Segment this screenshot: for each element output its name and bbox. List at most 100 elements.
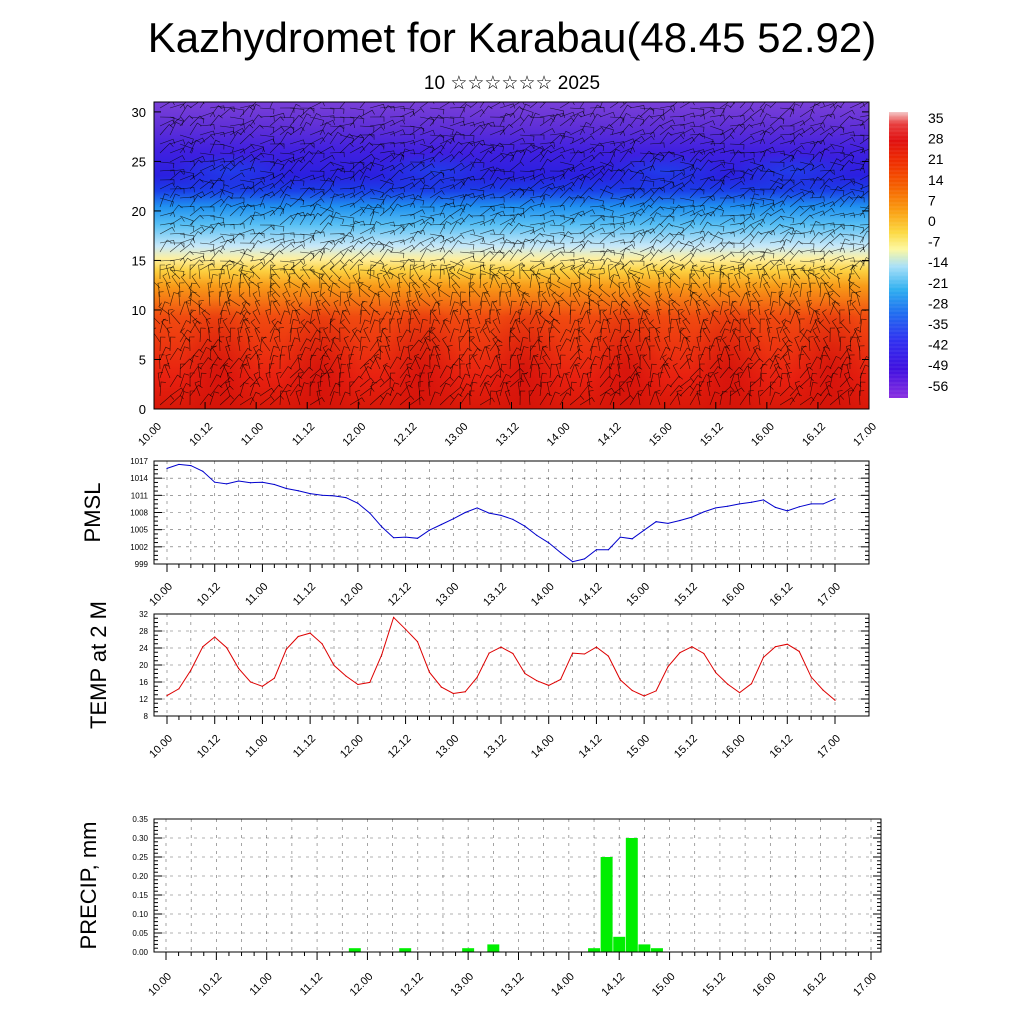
wind-barb bbox=[839, 309, 845, 325]
wind-barb bbox=[606, 318, 612, 334]
wind-barb bbox=[406, 291, 412, 307]
wind-barb bbox=[359, 167, 372, 181]
pmsl-x-tick-label-0: 10.00 bbox=[147, 581, 175, 609]
wind-barb bbox=[429, 144, 445, 154]
wind-barb bbox=[519, 107, 534, 118]
wind-barb bbox=[469, 102, 485, 109]
wind-barb bbox=[609, 215, 625, 223]
wind-barb bbox=[290, 264, 301, 280]
wind-barb bbox=[729, 180, 745, 190]
wind-barb bbox=[699, 151, 714, 163]
wind-barb bbox=[505, 380, 511, 397]
wind-barb bbox=[439, 125, 454, 135]
wind-barb bbox=[782, 327, 791, 343]
wind-barb bbox=[226, 290, 232, 307]
wind-barb bbox=[497, 345, 503, 361]
wind-barb bbox=[379, 364, 391, 379]
wind-barb bbox=[449, 260, 464, 271]
wind-barb bbox=[599, 125, 614, 135]
wind-barb bbox=[539, 372, 548, 388]
wind-barb bbox=[484, 380, 491, 397]
wind-barb bbox=[529, 214, 545, 221]
wind-barb bbox=[242, 363, 251, 379]
wind-barb bbox=[359, 133, 374, 145]
wind-barb bbox=[329, 161, 344, 172]
wind-barb bbox=[165, 353, 171, 370]
wind-barb bbox=[479, 269, 494, 280]
wind-barb bbox=[248, 275, 261, 289]
wind-barb bbox=[759, 363, 768, 379]
wind-barb bbox=[859, 158, 869, 172]
wind-barb bbox=[519, 363, 525, 379]
wind-barb bbox=[349, 346, 359, 361]
wind-barb bbox=[559, 392, 572, 406]
precip-y-tick-label-1: 0.05 bbox=[132, 929, 148, 938]
wind-barb bbox=[343, 299, 351, 316]
wind-barb bbox=[489, 374, 502, 388]
wind-barb bbox=[813, 336, 821, 352]
wind-barb bbox=[299, 338, 312, 352]
wind-barb bbox=[730, 283, 741, 298]
wind-barb bbox=[499, 177, 513, 190]
pmsl-point bbox=[440, 523, 442, 526]
wind-barb bbox=[359, 236, 376, 244]
temp-point bbox=[464, 691, 466, 693]
wind-barb bbox=[618, 282, 624, 298]
wind-barb bbox=[225, 344, 231, 361]
precip-bar-0 bbox=[348, 948, 361, 952]
wind-barb bbox=[779, 133, 795, 139]
wind-barb bbox=[659, 105, 675, 111]
wind-barb bbox=[728, 291, 734, 307]
wind-barb bbox=[299, 382, 309, 397]
wind-barb bbox=[159, 381, 166, 397]
wind-barb bbox=[529, 363, 538, 379]
wind-barb bbox=[569, 150, 583, 163]
wind-barb bbox=[759, 149, 771, 163]
wind-barb bbox=[359, 269, 375, 276]
wind-barb bbox=[459, 102, 474, 109]
colorbar-label-11: -42 bbox=[928, 337, 948, 353]
wind-barb bbox=[848, 390, 854, 406]
wind-barb bbox=[209, 249, 223, 262]
wind-barb bbox=[759, 231, 773, 244]
wind-barb bbox=[689, 346, 699, 361]
wind-barb bbox=[249, 102, 264, 109]
wind-barb bbox=[489, 167, 502, 181]
wind-barb bbox=[219, 264, 228, 280]
wind-barb bbox=[549, 113, 562, 127]
wind-barb bbox=[749, 377, 764, 388]
wind-barb bbox=[639, 216, 655, 226]
wind-barb bbox=[724, 308, 731, 325]
wind-barb bbox=[789, 310, 800, 325]
wind-barb bbox=[719, 328, 730, 343]
wind-barb bbox=[189, 355, 199, 370]
wind-barb bbox=[569, 395, 585, 406]
wind-barb bbox=[519, 198, 535, 208]
wind-barb bbox=[646, 263, 652, 280]
wind-barb bbox=[399, 259, 415, 265]
wind-barb bbox=[649, 124, 664, 136]
wind-barb bbox=[699, 195, 715, 201]
wind-barb bbox=[509, 212, 525, 219]
wind-barb bbox=[649, 345, 655, 361]
wind-barb bbox=[709, 337, 720, 352]
wind-barb bbox=[536, 268, 551, 280]
wind-barb bbox=[819, 132, 833, 145]
wind-barb bbox=[499, 374, 511, 388]
wind-barb bbox=[769, 177, 783, 190]
wind-barb bbox=[165, 263, 171, 280]
wind-barb bbox=[489, 309, 495, 325]
cs-x-tick-label-11: 15.12 bbox=[698, 421, 726, 449]
wind-barb bbox=[749, 122, 765, 128]
wind-barb bbox=[639, 135, 655, 145]
wind-barb bbox=[699, 363, 705, 379]
wind-barb bbox=[157, 282, 163, 298]
wind-barb bbox=[209, 273, 218, 289]
wind-barb bbox=[709, 133, 725, 139]
wind-barb bbox=[589, 363, 597, 379]
wind-barb bbox=[579, 232, 594, 244]
wind-barb bbox=[819, 103, 836, 109]
pmsl-point bbox=[798, 506, 800, 508]
wind-barb bbox=[499, 217, 515, 226]
wind-barb bbox=[241, 300, 251, 316]
